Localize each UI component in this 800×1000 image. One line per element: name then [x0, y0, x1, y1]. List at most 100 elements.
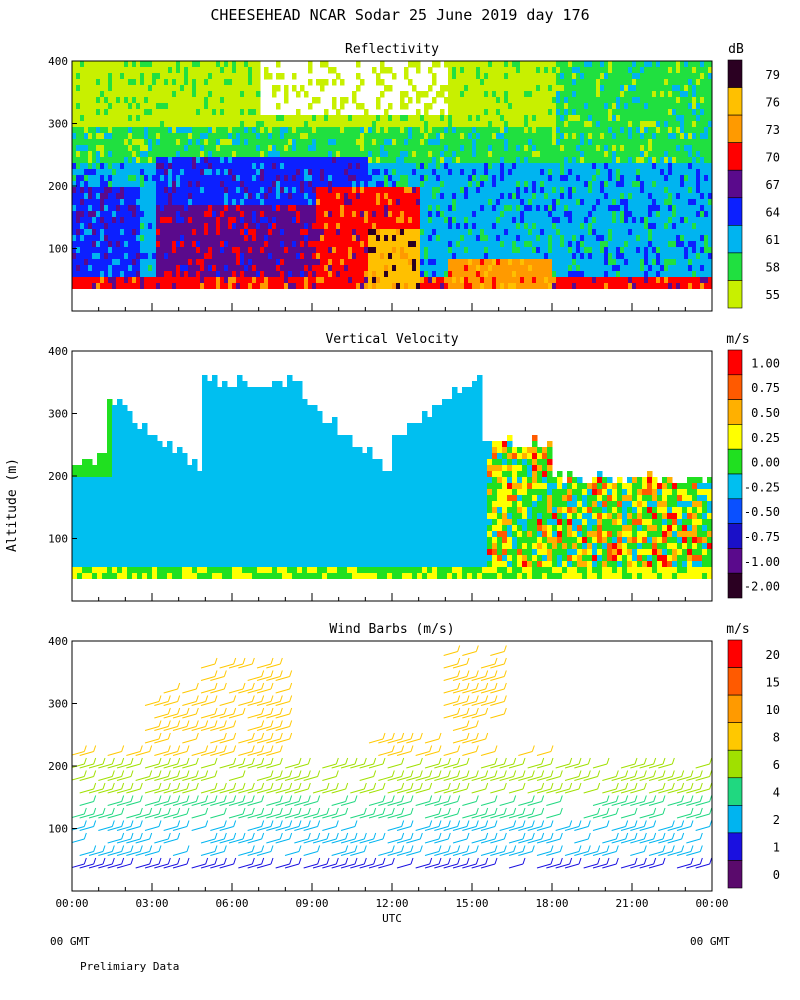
reflectivity-cell [464, 169, 469, 176]
reflectivity-cell [236, 205, 241, 212]
reflectivity-cell [428, 175, 433, 182]
reflectivity-cell [240, 85, 245, 92]
reflectivity-cell [256, 127, 261, 134]
reflectivity-cell [168, 253, 173, 260]
reflectivity-cell [588, 73, 593, 80]
reflectivity-cell [84, 67, 89, 74]
reflectivity-cell [588, 169, 593, 176]
reflectivity-cell [140, 127, 145, 134]
reflectivity-cell [220, 229, 225, 236]
reflectivity-cell [588, 277, 593, 284]
reflectivity-cell [108, 181, 113, 188]
reflectivity-cell [288, 247, 293, 254]
reflectivity-cell [392, 259, 397, 266]
reflectivity-cell [112, 163, 117, 170]
reflectivity-cell [612, 229, 617, 236]
reflectivity-cell [80, 91, 85, 98]
reflectivity-cell [512, 79, 517, 86]
reflectivity-cell [424, 283, 429, 289]
reflectivity-cell [240, 211, 245, 218]
reflectivity-cell [252, 241, 257, 248]
reflectivity-cell [108, 163, 113, 170]
reflectivity-cell [400, 235, 405, 242]
reflectivity-cell [496, 271, 501, 278]
reflectivity-cell [284, 127, 289, 134]
reflectivity-cell [516, 223, 521, 230]
reflectivity-cell [520, 217, 525, 224]
reflectivity-cell [212, 169, 217, 176]
reflectivity-cell [92, 115, 97, 122]
reflectivity-cell [92, 73, 97, 80]
reflectivity-cell [576, 67, 581, 74]
reflectivity-cell [300, 187, 305, 194]
reflectivity-cell [408, 271, 413, 278]
reflectivity-cell [288, 121, 293, 128]
reflectivity-cell [240, 205, 245, 212]
reflectivity-cell [120, 109, 125, 116]
reflectivity-cell [236, 139, 241, 146]
reflectivity-cell [296, 277, 301, 284]
reflectivity-cell [456, 121, 461, 128]
reflectivity-cell [496, 181, 501, 188]
reflectivity-cell [80, 145, 85, 152]
reflectivity-cell [256, 157, 261, 164]
reflectivity-cell [356, 193, 361, 200]
reflectivity-cell [588, 205, 593, 212]
reflectivity-cell [564, 271, 569, 278]
reflectivity-cell [188, 157, 193, 164]
reflectivity-cell [132, 121, 137, 128]
reflectivity-cell [140, 229, 145, 236]
reflectivity-cell [452, 271, 457, 278]
reflectivity-cell [588, 259, 593, 266]
reflectivity-cell [488, 223, 493, 230]
reflectivity-cell [200, 85, 205, 92]
reflectivity-cell [100, 133, 105, 140]
reflectivity-cell [480, 271, 485, 278]
reflectivity-cell [400, 259, 405, 266]
reflectivity-cell [620, 205, 625, 212]
reflectivity-cell [252, 109, 257, 116]
reflectivity-cell [536, 157, 541, 164]
reflectivity-cell [492, 199, 497, 206]
reflectivity-cell [144, 139, 149, 146]
reflectivity-cell [92, 241, 97, 248]
reflectivity-cell [388, 103, 393, 110]
reflectivity-cell [444, 217, 449, 224]
reflectivity-cell [432, 121, 437, 128]
reflectivity-cell [520, 199, 525, 206]
reflectivity-cell [552, 277, 557, 284]
reflectivity-cell [356, 247, 361, 254]
reflectivity-cell [612, 61, 617, 68]
reflectivity-cell [72, 157, 77, 164]
reflectivity-cell [132, 67, 137, 74]
reflectivity-cell [168, 283, 173, 289]
reflectivity-cell [188, 73, 193, 80]
reflectivity-cell [508, 61, 513, 68]
reflectivity-cell [72, 283, 77, 289]
reflectivity-cell [308, 199, 313, 206]
reflectivity-cell [432, 187, 437, 194]
reflectivity-cell [560, 259, 565, 266]
figure-title: CHEESEHEAD NCAR Sodar 25 June 2019 day 1… [210, 6, 589, 24]
reflectivity-cell [176, 97, 181, 104]
reflectivity-cell [564, 187, 569, 194]
reflectivity-cell [552, 205, 557, 212]
reflectivity-cell [288, 277, 293, 284]
reflectivity-cell [376, 193, 381, 200]
reflectivity-cell [540, 85, 545, 92]
reflectivity-cell [108, 187, 113, 194]
reflectivity-cell [312, 271, 317, 278]
reflectivity-cell [544, 193, 549, 200]
reflectivity-cell [580, 283, 585, 289]
reflectivity-cell [320, 217, 325, 224]
reflectivity-cell [516, 163, 521, 170]
reflectivity-cell [616, 157, 621, 164]
reflectivity-cell [260, 181, 265, 188]
reflectivity-cell [192, 163, 197, 170]
reflectivity-cell [612, 85, 617, 92]
reflectivity-cell [472, 127, 477, 134]
reflectivity-cell [604, 199, 609, 206]
reflectivity-cell [556, 265, 561, 272]
reflectivity-cell [516, 199, 521, 206]
reflectivity-cell [580, 205, 585, 212]
